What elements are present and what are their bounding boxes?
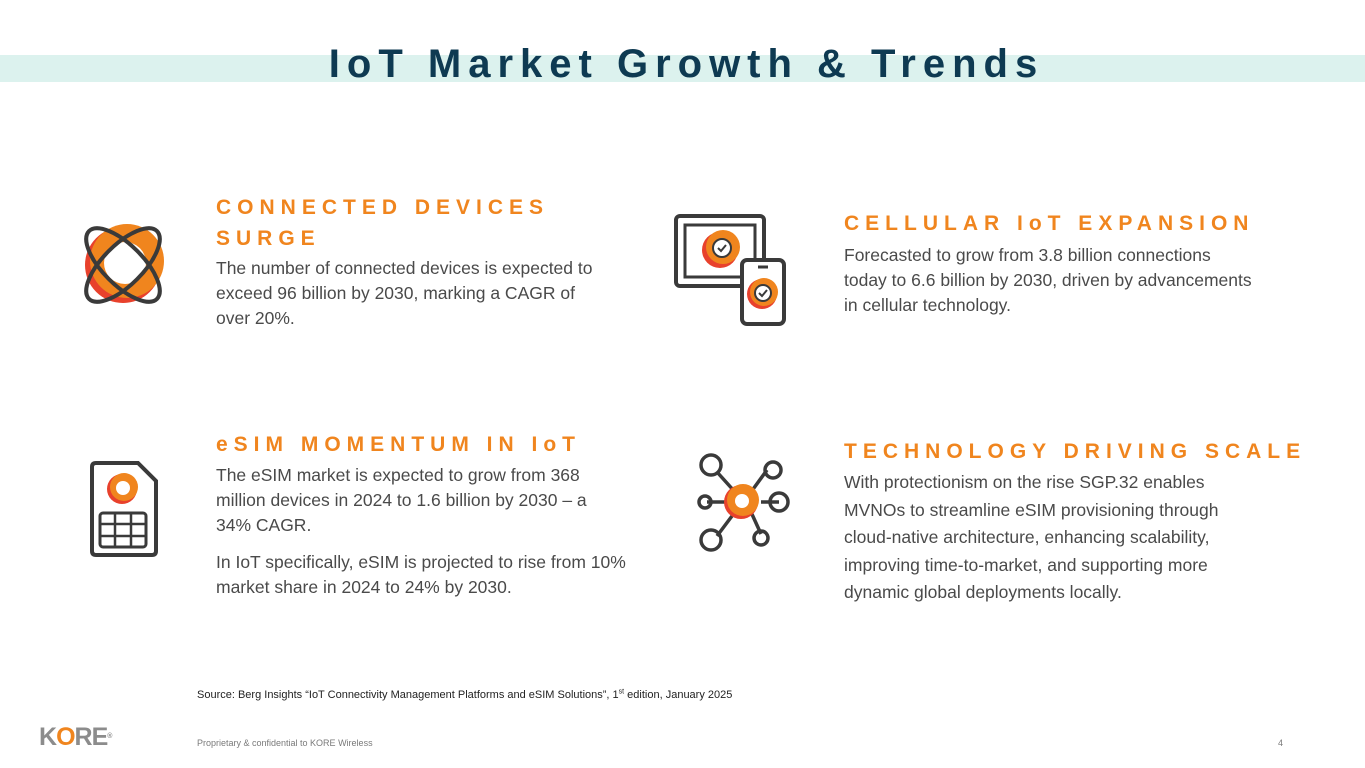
sim-card-icon [88,461,160,559]
devices-check-icon [674,214,790,328]
confidential-notice: Proprietary & confidential to KORE Wirel… [197,738,373,748]
section-heading-technology-scale: TECHNOLOGY DRIVING SCALE [844,440,1307,463]
heading-line: CONNECTED DEVICES [216,196,550,219]
logo-letters-re: RE [74,723,109,751]
section-heading-cellular-iot: CELLULAR IoT EXPANSION [844,212,1255,235]
section-heading-esim-momentum: eSIM MOMENTUM IN IoT [216,433,581,456]
section-body-esim-iot-share: In IoT specifically, eSIM is projected t… [216,552,626,597]
logo-letter-k: K [39,723,57,751]
title-band [0,55,1365,82]
source-prefix: Source: Berg Insights “IoT Connectivity … [197,689,619,701]
source-superscript: st [618,688,625,696]
source-citation: Source: Berg Insights “IoT Connectivity … [197,688,733,701]
network-hub-icon [697,450,791,554]
logo-registered-mark: ® [107,733,113,740]
section-body-cellular-iot: Forecasted to grow from 3.8 billion conn… [844,245,1252,315]
page-number: 4 [1278,738,1284,748]
section-body-connected-devices: The number of connected devices is expec… [216,258,593,328]
page-title: IoT Market Growth & Trends [328,42,1045,86]
section-body-technology-scale: With protectionism on the rise SGP.32 en… [844,472,1219,602]
section-heading-connected-devices: CONNECTED DEVICES SURGE [216,192,616,254]
section-body-esim-market: The eSIM market is expected to grow from… [216,465,587,535]
orbit-ring-icon [70,212,176,318]
logo-letter-o: O [56,723,75,751]
kore-logo: KORE® [39,724,112,750]
source-suffix: edition, January 2025 [624,689,733,701]
heading-line: SURGE [216,227,321,250]
